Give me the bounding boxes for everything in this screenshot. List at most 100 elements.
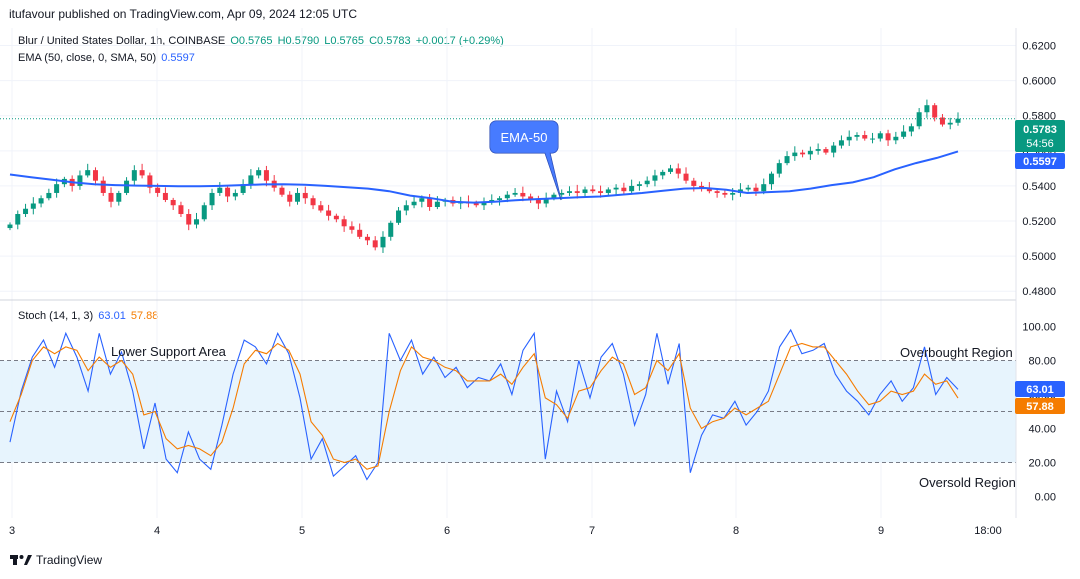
candle-body bbox=[947, 122, 953, 125]
price-tick-label: 0.5200 bbox=[1022, 216, 1056, 228]
stoch-k-badge-value: 63.01 bbox=[1026, 384, 1054, 396]
candle-body bbox=[807, 150, 813, 155]
ema-label: EMA (50, close, 0, SMA, 50) bbox=[18, 52, 157, 64]
overbought-label: Overbought Region bbox=[900, 345, 1013, 360]
candle-body bbox=[380, 236, 386, 248]
x-tick-label: 4 bbox=[154, 525, 160, 537]
candle-body bbox=[497, 198, 503, 200]
candle-body bbox=[613, 187, 619, 190]
candle-body bbox=[131, 170, 137, 181]
countdown-value: 54:56 bbox=[1026, 138, 1054, 150]
x-tick-label: 9 bbox=[878, 525, 884, 537]
candle-body bbox=[566, 191, 572, 193]
candle-body bbox=[124, 180, 130, 193]
publisher-header: itufavour published on TradingView.com, … bbox=[9, 7, 357, 21]
candle-body bbox=[730, 192, 736, 195]
candle-body bbox=[100, 180, 106, 193]
candle-body bbox=[302, 192, 308, 199]
candle-body bbox=[598, 191, 604, 193]
tradingview-brand[interactable]: TradingView bbox=[10, 553, 102, 567]
candle-body bbox=[590, 189, 596, 192]
candle-body bbox=[155, 187, 161, 193]
candle-body bbox=[753, 187, 759, 192]
candle-body bbox=[908, 126, 914, 132]
candle-body bbox=[784, 156, 790, 164]
price-tick-label: 0.5400 bbox=[1022, 181, 1056, 193]
candle-body bbox=[706, 187, 712, 192]
ema-callout-text: EMA-50 bbox=[501, 130, 548, 145]
candle-body bbox=[699, 185, 705, 188]
stoch-d-line bbox=[9, 342, 959, 470]
stoch-tick-label: 40.00 bbox=[1028, 424, 1056, 436]
candle-body bbox=[838, 140, 844, 146]
candle-body bbox=[419, 198, 425, 202]
stoch-legend: Stoch (14, 1, 3) 63.01 57.88 bbox=[18, 310, 158, 322]
candle-body bbox=[77, 175, 83, 186]
stoch-tick-label: 100.00 bbox=[1022, 322, 1056, 334]
candle-body bbox=[139, 170, 145, 176]
x-tick-label: 3 bbox=[9, 525, 15, 537]
change-value: +0.0017 (+0.29%) bbox=[415, 35, 504, 47]
candle-body bbox=[667, 168, 673, 172]
stoch-tick-label: 0.00 bbox=[1035, 492, 1056, 504]
candle-body bbox=[745, 187, 751, 190]
ema-callout: EMA-50 bbox=[489, 120, 562, 201]
open-value: O0.5765 bbox=[230, 35, 273, 47]
candle-body bbox=[877, 133, 883, 139]
candle-body bbox=[621, 187, 627, 192]
candle-body bbox=[279, 187, 285, 195]
candle-body bbox=[396, 210, 402, 223]
candle-body bbox=[605, 189, 611, 193]
high-value: H0.5790 bbox=[277, 35, 320, 47]
candle-body bbox=[870, 138, 876, 140]
candle-body bbox=[512, 192, 518, 195]
stoch-k-badge: 63.01 bbox=[1015, 381, 1065, 397]
price-tick-label: 0.4800 bbox=[1022, 286, 1056, 298]
price-tick-label: 0.6200 bbox=[1022, 41, 1056, 53]
symbol-label: Blur / United States Dollar, 1h, COINBAS… bbox=[18, 35, 226, 47]
x-tick-label: 6 bbox=[444, 525, 450, 537]
candle-body bbox=[854, 135, 860, 137]
candle-body bbox=[201, 205, 207, 220]
candle-body bbox=[535, 199, 541, 204]
candle-body bbox=[357, 229, 363, 237]
candle-body bbox=[776, 163, 782, 174]
candle-body bbox=[7, 224, 13, 229]
candle-body bbox=[660, 171, 666, 176]
stoch-d-badge-value: 57.88 bbox=[1026, 401, 1054, 413]
candle-body bbox=[629, 185, 635, 192]
stoch-d-badge: 57.88 bbox=[1015, 398, 1065, 414]
price-tick-label: 0.5000 bbox=[1022, 251, 1056, 263]
candle-body bbox=[411, 201, 417, 206]
candle-body bbox=[178, 205, 184, 215]
candle-body bbox=[15, 214, 21, 225]
candle-body bbox=[225, 187, 231, 197]
x-tick-label: 7 bbox=[589, 525, 595, 537]
candle-body bbox=[333, 215, 339, 220]
candle-body bbox=[263, 170, 269, 181]
brand-name: TradingView bbox=[36, 553, 103, 567]
candle-body bbox=[683, 173, 689, 181]
stoch-k-line bbox=[9, 328, 959, 481]
candle-body bbox=[162, 192, 168, 200]
lower-support-label: Lower Support Area bbox=[111, 344, 227, 359]
candle-body bbox=[38, 198, 44, 204]
candle-body bbox=[481, 201, 487, 206]
candle-body bbox=[885, 133, 891, 141]
price-badge: 0.5783 54:56 bbox=[1015, 120, 1065, 152]
x-tick-label: 5 bbox=[299, 525, 305, 537]
stoch-d-value: 57.88 bbox=[130, 310, 159, 322]
candle-body bbox=[862, 135, 868, 139]
ema-badge: 0.5597 bbox=[1015, 153, 1065, 169]
candle-body bbox=[932, 105, 938, 118]
ema-badge-value: 0.5597 bbox=[1023, 156, 1057, 168]
candle-body bbox=[427, 198, 433, 207]
candle-body bbox=[846, 136, 852, 141]
candle-body bbox=[543, 198, 549, 204]
candle-body bbox=[528, 196, 534, 200]
candle-body bbox=[722, 192, 728, 195]
candle-body bbox=[520, 192, 526, 197]
candle-body bbox=[761, 184, 767, 192]
x-tick-label: 8 bbox=[733, 525, 739, 537]
